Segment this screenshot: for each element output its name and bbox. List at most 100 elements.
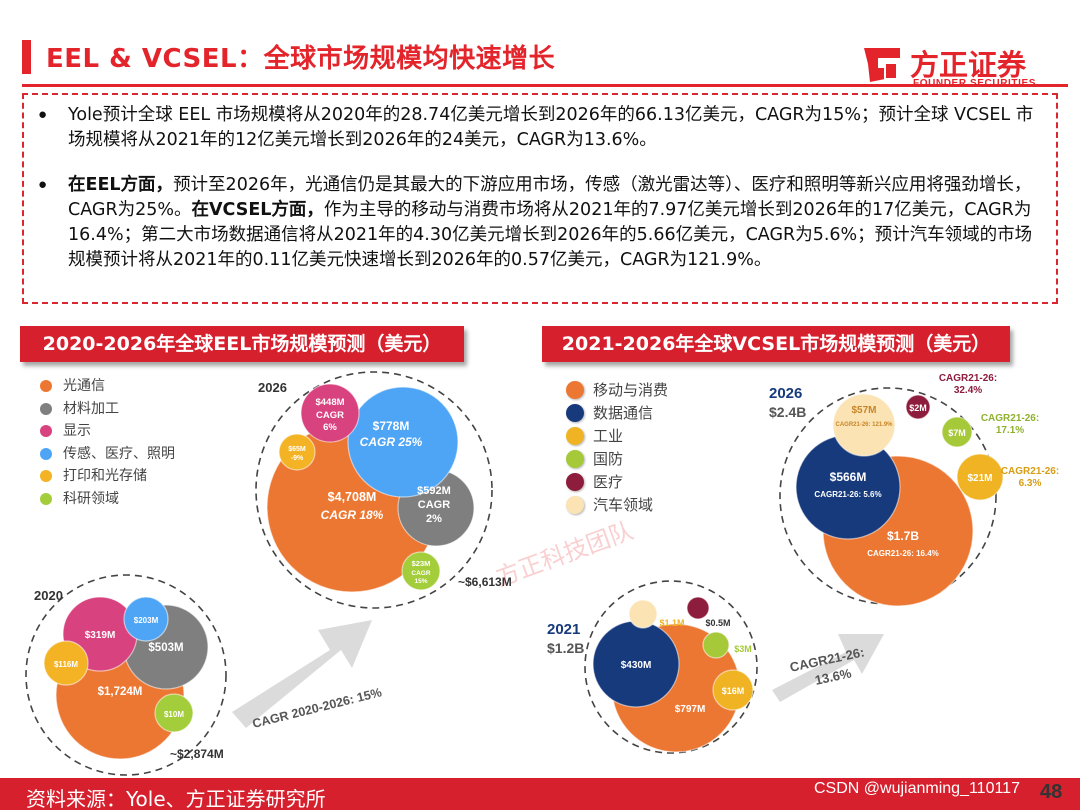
eel-growth-arrow [232,620,372,728]
footer-bar [0,778,1080,810]
vcsel-2021-value: $1.1M [659,618,684,628]
eel-legend-label: 打印和光存储 [63,468,147,484]
vcsel-2026-cagr: CAGR21-26: 5.6% [814,490,881,499]
eel-legend-swatch [40,447,52,460]
vcsel-medical-cagr-label: CAGR21-26: [939,373,997,384]
eel-2026-bubble [401,551,441,591]
vcsel-2026-year: 2026 [769,385,802,402]
eel-2026-cagr: CAGR 25% [360,435,423,449]
vcsel-chart-title: 2021-2026年全球VCSEL市场规模预测（美元） [542,326,1010,362]
logo-text-en: FOUNDER SECURITIES [913,78,1037,89]
eel-legend-label: 显示 [63,423,91,439]
vcsel-legend-item: 汽车领域 [566,494,668,517]
vcsel-legend-item: 工业 [566,425,668,448]
vcsel-2026-value: $566M [830,470,867,484]
vcsel-2026-value: $1.7B [887,529,919,543]
vcsel-2026-cagr: CAGR21-26: 121.9% [835,422,893,428]
vcsel-growth-arrow [772,634,884,702]
vcsel-2021-value: $0.5M [705,618,730,628]
eel-legend-item: 打印和光存储 [40,465,175,488]
vcsel-defense-cagr-value: 17.1% [996,425,1024,436]
vcsel-2021-bubble [686,596,710,620]
eel-chart-title: 2020-2026年全球EEL市场规模预测（美元） [20,326,464,362]
eel-2020-value: $1,724M [98,686,143,698]
eel-2026-ring [255,371,493,609]
bullet-2: ● [38,176,48,193]
vcsel-legend-label: 移动与消费 [593,381,669,399]
csdn-credit: CSDN @wujianming_110117 [814,780,1020,797]
vcsel-legend-label: 工业 [593,427,624,445]
vcsel-legend-swatch [566,450,584,468]
vcsel-defense-cagr-label: CAGR21-26: [981,413,1039,424]
eel-2026-cagr-pct: 15% [414,578,427,585]
vcsel-2021-year: 2021 [547,621,580,638]
eel-2026-value: $4,708M [328,490,377,504]
vcsel-legend-item: 医疗 [566,471,668,494]
eel-legend-swatch [40,402,52,415]
eel-legend-label: 光通信 [63,378,105,394]
eel-2020-bubble [123,596,169,642]
eel-2026-value: $592M [417,485,451,497]
vcsel-legend: 移动与消费数据通信工业国防医疗汽车领域 [566,379,668,517]
founder-logo-icon [864,48,900,82]
vcsel-legend-label: 医疗 [593,473,624,491]
source-note: 资料来源：Yole、方正证券研究所 [26,787,326,811]
eel-2026-cagr: CAGR 18% [321,508,384,522]
vcsel-legend-swatch [566,473,584,491]
eel-legend-item: 材料加工 [40,398,175,421]
page-number: 48 [1040,781,1063,803]
vcsel-2026-bubble [941,416,973,448]
vcsel-2021-value: $3M [734,644,752,654]
eel-2020-total: ~$2,874M [170,747,224,761]
eel-2020-bubble [154,693,194,733]
eel-legend-label: 传感、医疗、照明 [63,445,175,462]
vcsel-legend-item: 国防 [566,448,668,471]
vcsel-2026-value: $7M [948,428,966,438]
vcsel-legend-label: 国防 [593,450,624,468]
eel-legend: 光通信材料加工显示传感、医疗、照明 打印和光存储 科研领域 [40,375,175,510]
eel-2026-value: $778M [373,419,410,433]
eel-legend-item: 传感、医疗、照明 [40,443,175,466]
page-title: EEL & VCSEL：全球市场规模均快速增长 [46,44,556,74]
summary-box: ● Yole预计全球 EEL 市场规模将从2020年的28.74亿美元增长到20… [22,93,1058,304]
vcsel-2021-value: $16M [722,686,745,696]
eel-legend-swatch [40,470,52,482]
vcsel-legend-swatch [566,427,584,445]
eel-2020-value: $203M [134,616,159,625]
vcsel-legend-item: 数据通信 [566,402,668,425]
eel-2026-cagr-pct: 2% [426,513,442,525]
vcsel-2021-total: $1.2B [547,640,584,656]
vcsel-2026-value: $2M [909,403,927,413]
eel-2020-value: $503M [148,642,183,654]
title-accent-bar [22,40,31,74]
vcsel-2026-bubble [905,394,931,420]
vcsel-lead: 在VCSEL方面， [191,200,324,220]
vcsel-2021-value: $797M [675,704,706,715]
eel-2026-cagr: CAGR [418,499,450,511]
eel-2026-year: 2026 [258,380,287,395]
vcsel-2026-bubble [956,453,1004,501]
vcsel-legend-swatch [566,381,584,399]
vcsel-medical-cagr-value: 32.4% [954,385,982,396]
eel-2026-cagr: -9% [291,455,304,462]
eel-2020-value: $319M [85,630,116,641]
eel-lead: 在EEL方面， [68,175,174,195]
eel-2026-bubble [278,433,316,471]
title-underline [22,84,1068,87]
eel-2026-total: ~$6,613M [458,575,512,589]
vcsel-legend-item: 移动与消费 [566,379,668,402]
logo-text-cn: 方正证券 [910,48,1027,82]
vcsel-legend-swatch [566,404,584,422]
vcsel-2026-cagr: CAGR21-26: 16.4% [867,549,939,558]
eel-legend-item: 显示 [40,420,175,443]
vcsel-industrial-cagr-label: CAGR21-26: [1001,466,1059,477]
eel-legend-item: 光通信 [40,375,175,398]
vcsel-2026-value: $21M [967,473,992,484]
bullet-1: ● [38,106,48,123]
eel-2020-year: 2020 [34,588,63,603]
vcsel-2021-bubble [628,599,658,629]
eel-2026-value: $448M [315,397,344,408]
eel-legend-label: 科研领域 [63,490,119,507]
eel-legend-item: 科研领域 [40,488,175,511]
